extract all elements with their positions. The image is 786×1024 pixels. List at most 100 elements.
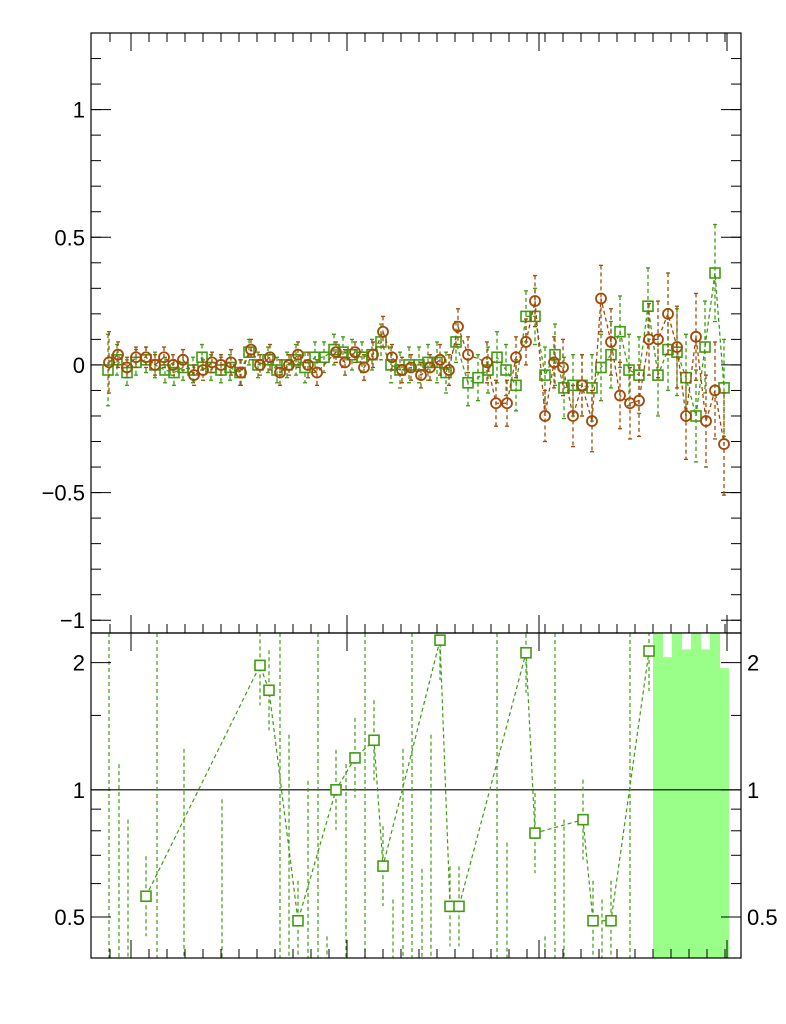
shaded-cutout [682,633,691,650]
shaded-region [653,633,729,958]
series-line [107,272,725,417]
data-point [652,333,664,346]
ratio-point [263,684,275,697]
ratio-series [140,633,655,958]
data-point [539,410,551,422]
y-tick-label: −1 [60,608,85,633]
data-point [112,348,124,361]
data-point [196,351,208,364]
data-point [149,359,161,371]
y-tick-label-left: 2 [73,651,85,676]
data-point [302,359,314,371]
ratio-point [330,784,342,796]
data-point [197,364,209,376]
offscale-bars [108,633,631,958]
y-tick-label: −0.5 [42,481,85,506]
data-point [121,361,133,374]
data-point [262,354,274,366]
ratio-point [292,914,304,927]
data-point [367,348,379,361]
ratio-point [520,646,532,659]
data-point [671,341,683,353]
series-circle [103,264,730,496]
data-point [424,361,436,374]
data-point [643,333,655,346]
shaded-cutout [701,633,710,650]
ratio-point [529,827,541,839]
data-point [254,359,266,371]
data-point [140,351,152,364]
data-point [177,353,189,366]
series-line [108,298,725,445]
data-point [225,356,237,369]
data-point [472,371,484,384]
data-point [652,369,664,381]
data-point [699,341,711,353]
data-point [274,366,286,379]
data-point [349,346,361,359]
top-frame [90,32,742,634]
data-point [614,325,626,338]
data-point [558,382,570,394]
data-point [283,359,295,371]
data-point [434,353,446,366]
data-point [633,394,645,407]
y-tick-label: 0 [73,353,85,378]
ratio-point [453,900,465,913]
data-point [377,325,389,338]
ratio-point [434,634,446,646]
y-tick-label: 0.5 [54,225,85,250]
data-point [243,346,255,358]
data-point [159,364,171,376]
data-point [309,351,321,364]
data-point [481,356,493,369]
y-tick-label: 1 [73,98,85,123]
data-point [311,366,323,379]
data-point [539,369,551,381]
data-point [103,356,115,369]
data-point [548,356,560,369]
y-tick-label-right: 2 [747,651,759,676]
shaded-band [653,633,729,958]
data-point [339,356,351,369]
ratio-point [577,813,589,826]
data-point [576,379,588,392]
data-point [549,348,561,361]
data-point [188,369,200,382]
y-tick-label-right: 1 [747,778,759,803]
y-tick-label-left: 1 [73,778,85,803]
data-point [102,364,114,376]
data-point [690,330,702,343]
y-tick-label-left: 0.5 [54,905,85,930]
data-point [158,351,170,364]
data-point [500,364,512,376]
data-point [264,351,276,364]
data-point [557,361,569,374]
data-point [709,384,721,397]
data-point [245,343,257,356]
data-point [614,389,626,402]
data-point [405,361,417,374]
data-point [567,379,579,392]
data-point [642,300,654,312]
shaded-cutout [720,633,729,669]
data-point [490,397,502,410]
data-point [529,295,541,307]
data-point [501,397,513,410]
data-point [680,410,692,422]
data-point [510,351,522,364]
y-tick-label-right: 0.5 [747,905,778,930]
ratio-point [368,734,380,747]
data-point [662,307,674,320]
data-point [520,336,532,348]
bottom-frame [90,632,742,959]
ratio-point [643,645,655,657]
top-panel: −1 −0.5 0 0.5 1 [42,32,742,634]
data-point [318,351,330,364]
data-point [292,348,304,361]
data-point [443,364,455,376]
ratio-point [349,752,361,764]
data-point [167,359,179,371]
data-point [452,320,464,333]
